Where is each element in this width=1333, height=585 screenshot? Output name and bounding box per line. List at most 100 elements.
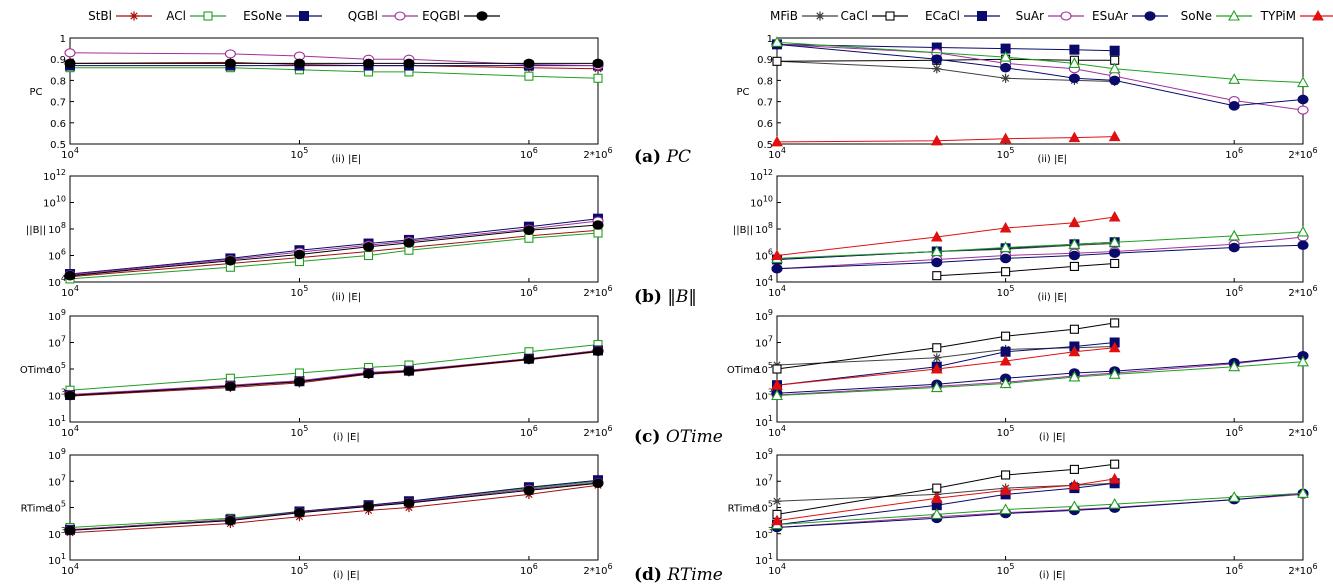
y-tick-label-left-a-2: 0.7 [50,98,66,109]
point-cacl-right-c-1 [932,343,942,353]
x-tick-label-right-d-0: 104 [768,562,786,577]
y-tick-label-left-a-1: 0.6 [50,119,66,130]
x-axis-label-right-c: (i) |E| [1039,432,1066,443]
point-sone-right-c-4 [1108,368,1121,379]
panel-left-b: 104 106 108 1010 1012 104 105 106 2*106 ||B|| (ii)… [26,168,613,303]
point-sone-right-b-6 [1297,225,1309,237]
series-line-qgbl-left-c [69,350,599,395]
series-line-ecacl-right-c [776,342,1115,386]
series-line-esone-left-c [69,350,599,396]
point-eqgbl-left-c-6 [592,346,604,357]
y-tick-label-left-c-4: 109 [48,308,66,323]
panel-right-c: 101 103 105 107 109 104 105 106 2*106 OTime (i) |E… [727,308,1318,443]
point-typim-right-d-4 [1108,472,1121,484]
legend-marker-esuar [1144,11,1156,21]
point-eqgbl-left-a-4 [403,58,415,69]
point-typim-right-c-3 [1068,345,1081,357]
point-eqgbl-left-c-5 [523,354,535,364]
point-sone-right-c-2 [999,377,1012,389]
x-tick-label-left-c-3: 2*106 [583,424,612,439]
point-sone-right-a-3 [1108,62,1121,74]
series-stbl-left-c [65,347,603,401]
panel-right-b: 104 106 108 1010 1012 104 105 106 2*106 ||B|| (ii)… [733,168,1318,303]
x-tick-label-left-d-1: 105 [291,562,309,577]
x-tick-label-right-a-2: 106 [1225,146,1243,161]
legend-left: StBl ACl ESoNe QGBl EQGBl [88,9,500,23]
point-sone-right-a-2 [1068,57,1081,68]
y-axis-label-left-b: ||B|| [26,225,46,236]
y-tick-label-right-d-2: 105 [755,500,773,515]
y-tick-label-left-d-0: 101 [48,552,66,567]
y-tick-label-right-b-1: 106 [755,248,773,263]
series-suar-right-b [771,232,1309,274]
point-esuar-right-b-4 [1109,248,1121,258]
series-line-mfib-right-a [776,60,1115,82]
legend-label-ecacl: ECaCl [925,9,960,23]
point-cacl-right-c-3 [1069,324,1079,334]
point-eqgbl-left-a-6 [592,58,604,69]
point-cacl-right-d-1 [932,483,942,493]
x-tick-label-left-a-2: 106 [520,146,538,161]
point-eqgbl-left-c-4 [403,366,415,376]
point-cacl-right-a-0 [772,56,782,66]
y-axis-label-left-a: PC [29,87,42,98]
plot-frame-left-c [69,315,599,423]
point-sone-right-b-2 [999,241,1012,253]
point-typim-right-c-4 [1108,341,1121,353]
point-cacl-right-b-0 [932,271,942,281]
point-sone-right-a-4 [1228,73,1241,84]
legend-label-esuar: ESuAr [1092,9,1128,23]
legend-label-esone: ESoNe [243,9,282,23]
point-sone-right-d-2 [999,503,1012,515]
point-eqgbl-left-d-5 [523,485,535,496]
x-axis-label-left-b: (ii) |E| [331,292,361,303]
series-eqgbl-left-b [64,220,604,281]
x-tick-label-left-c-1: 105 [291,424,309,439]
y-axis-label-right-c: OTime [727,365,759,376]
caption-a: (a) PC [634,147,691,167]
point-eqgbl-left-a-2 [293,58,305,69]
point-typim-right-a-0 [771,135,783,147]
y-tick-label-right-d-1: 103 [755,526,773,541]
y-tick-label-right-b-2: 108 [755,221,773,236]
point-typim-right-c-0 [771,379,783,390]
x-tick-label-right-a-1: 105 [997,146,1015,161]
y-tick-label-right-c-2: 105 [755,361,773,376]
y-tick-label-right-a-1: 0.6 [757,119,773,130]
series-line-acl-left-a [70,67,599,79]
point-eqgbl-left-c-3 [363,368,375,379]
legend-marker-mfib [815,11,825,21]
point-typim-right-a-1 [930,134,943,146]
series-qgbl-left-b [64,216,604,280]
y-tick-label-right-d-0: 101 [755,552,773,567]
y-tick-label-right-c-4: 109 [755,308,773,323]
series-typim-right-a [771,130,1121,147]
x-tick-label-left-d-0: 104 [61,562,79,577]
series-sone-right-c [771,355,1309,401]
y-tick-label-left-b-3: 1010 [43,195,66,210]
point-eqgbl-left-c-0 [64,390,76,401]
x-tick-label-right-c-1: 105 [997,424,1015,439]
chart-panels: 0.5 0.6 0.7 0.8 0.9 1 104 105 106 2*106 PC (ii) |E|… [20,34,1318,581]
x-tick-label-right-d-3: 2*106 [1288,562,1317,577]
point-eqgbl-left-a-3 [363,58,375,69]
plot-frame-right-a [776,37,1304,145]
x-tick-label-right-b-1: 105 [997,284,1015,299]
point-eqgbl-left-c-1 [224,381,236,392]
legend-label-sone: SoNe [1181,9,1212,23]
point-sone-right-b-3 [1068,238,1081,249]
panel-left-d: 101 103 105 107 109 104 105 106 2*106 RTime (i) |E… [21,447,613,581]
x-tick-label-right-b-0: 104 [768,284,786,299]
x-tick-label-left-d-3: 2*106 [583,562,612,577]
legend-marker-esone [299,11,309,21]
series-line-acl-left-c [69,344,599,391]
y-tick-label-left-c-0: 101 [48,414,66,429]
caption-b: (b) ‖B‖ [634,287,697,307]
x-tick-label-right-c-0: 104 [768,424,786,439]
legend-marker-stbl [129,11,139,21]
series-line-suar-right-a [776,43,1304,111]
point-eqgbl-left-b-2 [293,249,305,260]
series-esone-left-a [65,60,603,71]
point-mfib-right-c-1 [932,353,942,363]
